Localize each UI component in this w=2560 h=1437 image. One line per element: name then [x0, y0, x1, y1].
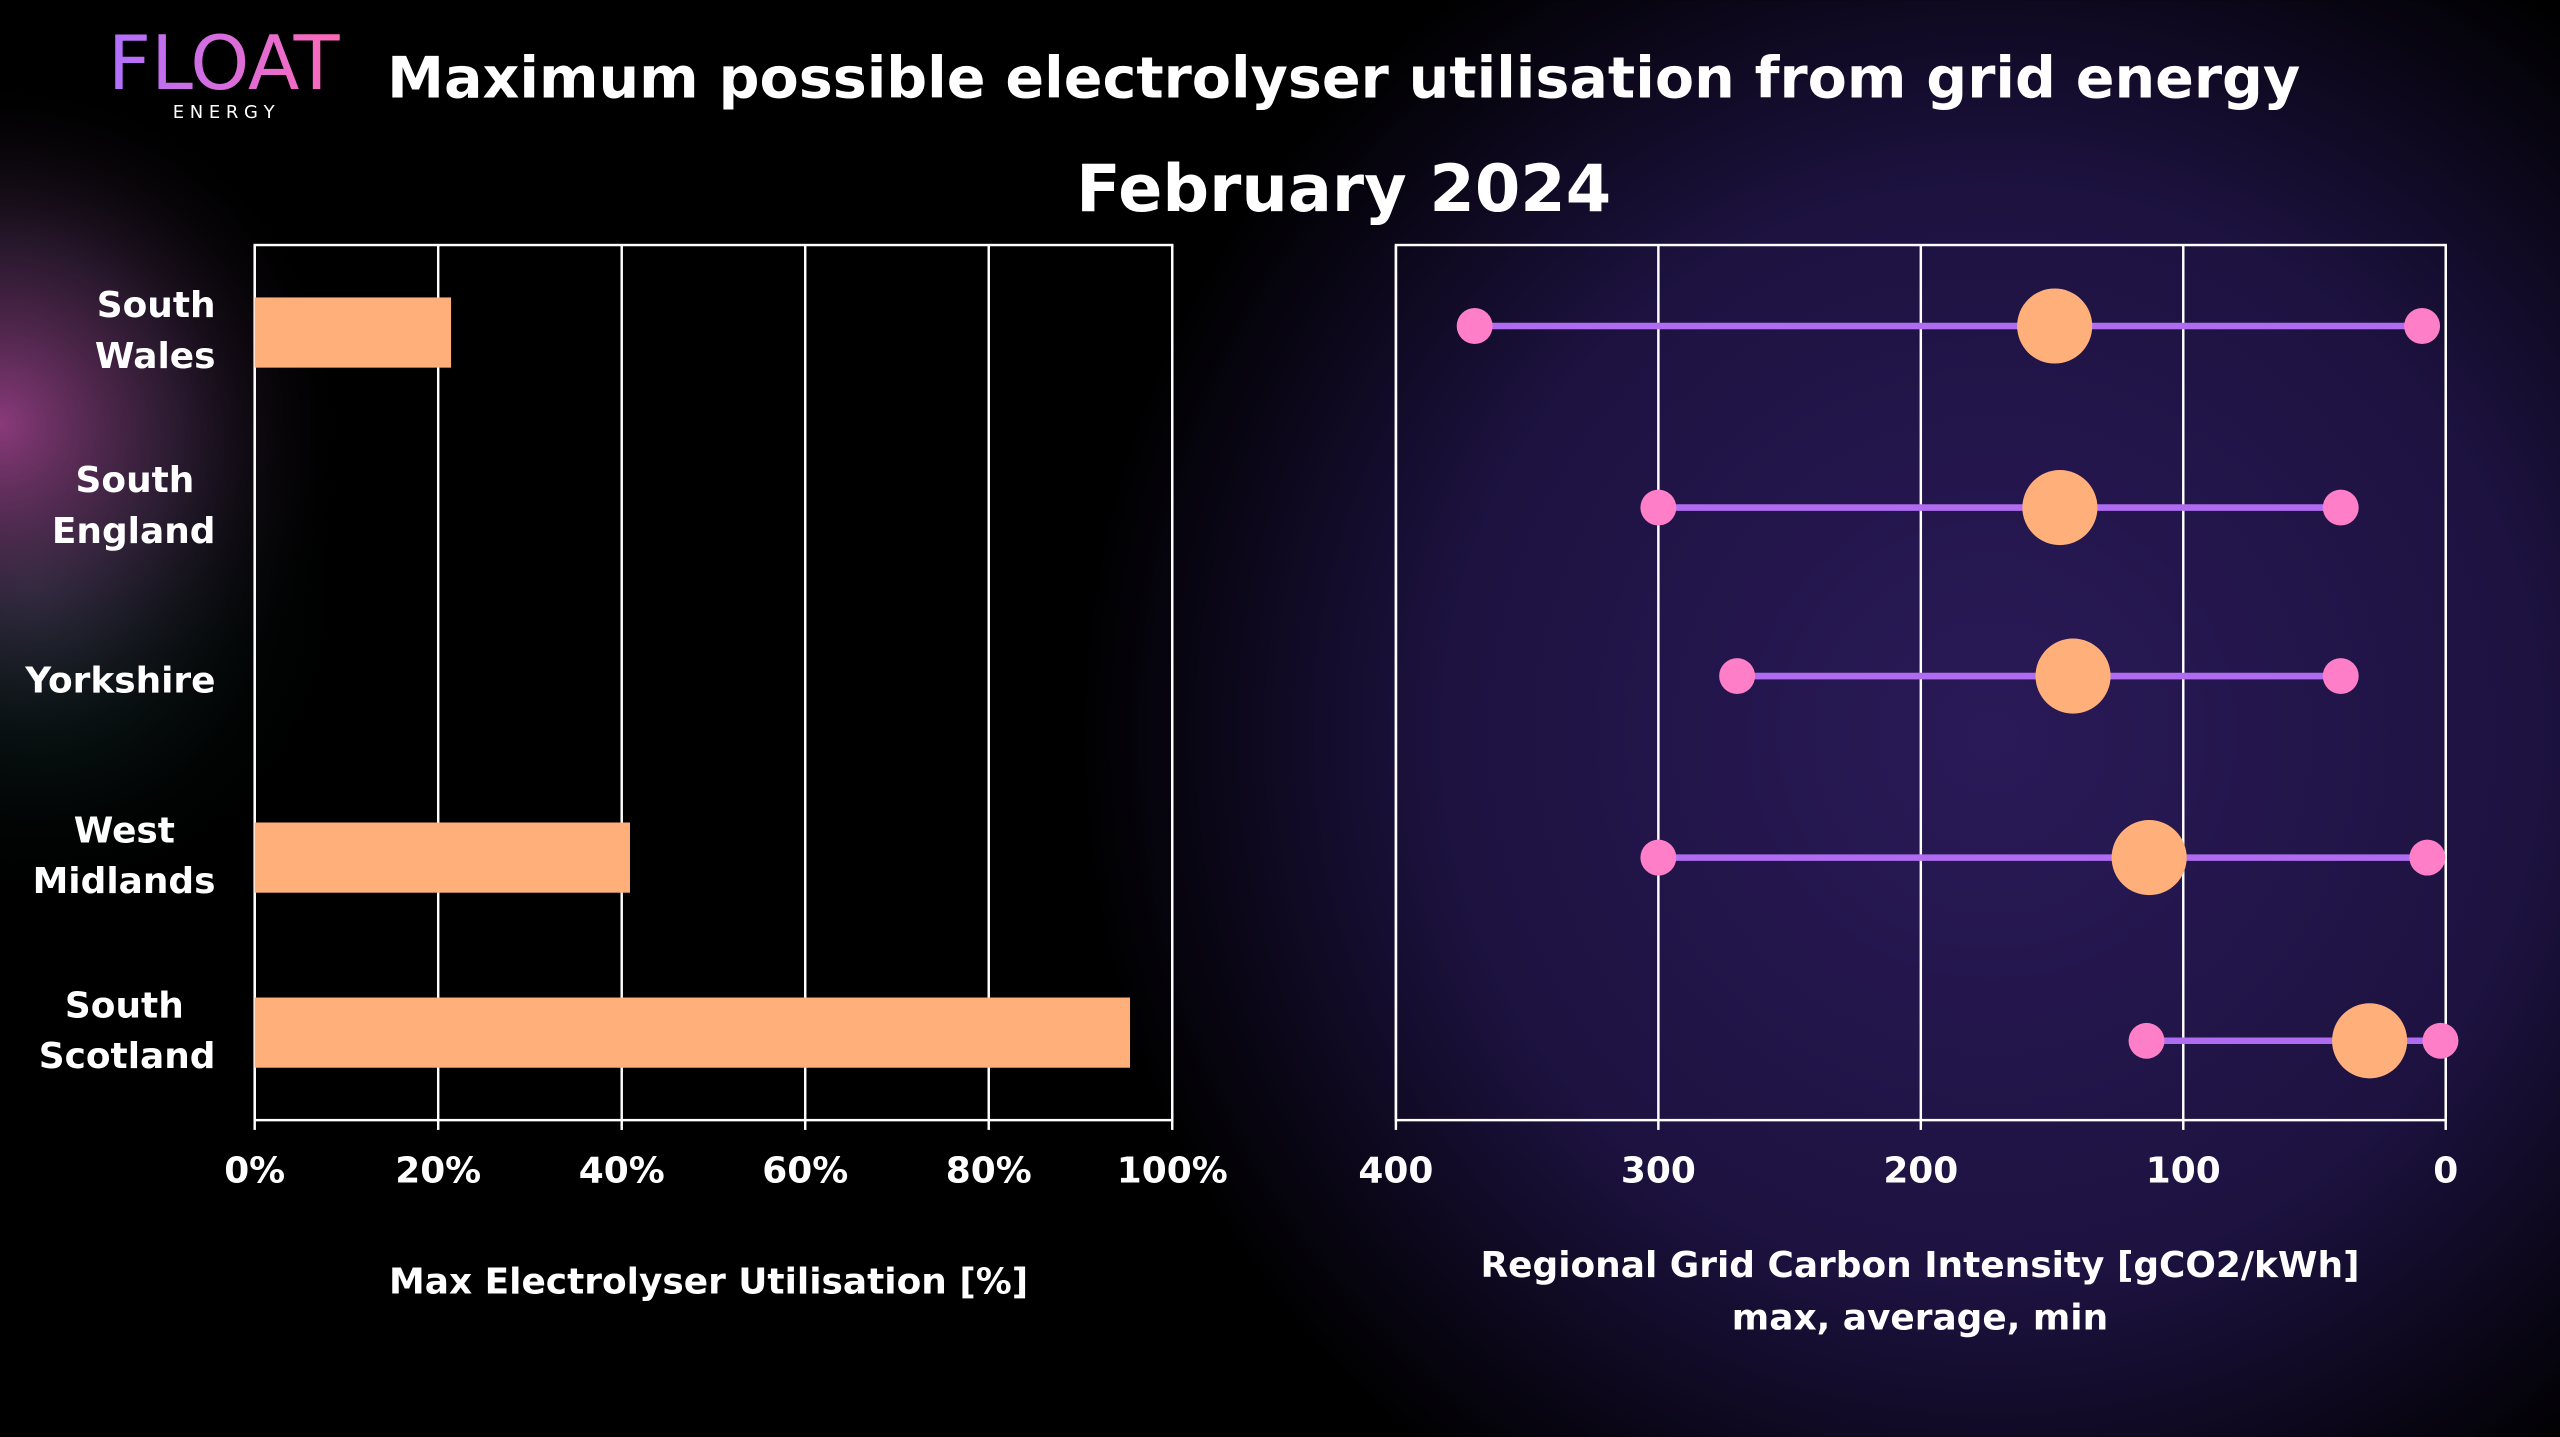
y-tick-label: South Wales: [95, 285, 228, 377]
max-dot: [1640, 489, 1677, 526]
logo: FLOAT: [108, 19, 341, 107]
x-axis-label: Max Electrolyser Utilisation [%]: [389, 1261, 1028, 1302]
min-dot: [2409, 839, 2446, 876]
min-dot: [2322, 658, 2359, 695]
bar: [254, 997, 1131, 1068]
x-tick-label: 100: [2146, 1150, 2221, 1191]
x-axis-label: Regional Grid Carbon Intensity [gCO2/kWh…: [1481, 1245, 2360, 1286]
x-tick-label: 20%: [395, 1150, 481, 1191]
min-dot: [2404, 308, 2441, 344]
average-dot: [2111, 820, 2187, 896]
y-tick-label: South England: [52, 460, 216, 552]
y-tick-label: West Midlands: [33, 810, 216, 902]
bar: [254, 822, 630, 893]
chart-title: Maximum possible electrolyser utilisatio…: [387, 45, 2300, 111]
average-dot: [2022, 470, 2098, 546]
x-tick-label: 0%: [224, 1150, 285, 1191]
x-tick-label: 200: [1883, 1150, 1958, 1191]
x-tick-label: 0: [2433, 1150, 2458, 1191]
average-dot: [2035, 638, 2111, 714]
min-dot: [2322, 489, 2359, 526]
y-tick-label: Yorkshire: [24, 661, 215, 702]
background-glow: [0, 0, 654, 1437]
x-tick-label: 400: [1358, 1150, 1433, 1191]
x-tick-label: 40%: [579, 1150, 665, 1191]
bar: [254, 297, 452, 368]
chart-subtitle: February 2024: [1076, 151, 1611, 227]
average-dot: [2332, 1003, 2408, 1079]
x-tick-label: 60%: [762, 1150, 848, 1191]
x-tick-label: 100%: [1117, 1150, 1228, 1191]
y-tick-label: South Scotland: [39, 985, 216, 1077]
max-dot: [1456, 308, 1493, 344]
x-axis-note: max, average, min: [1732, 1297, 2108, 1338]
logo-sub: E N E R G Y: [173, 102, 275, 123]
average-dot: [2017, 288, 2093, 364]
x-tick-label: 300: [1621, 1150, 1696, 1191]
plot-area: [253, 243, 1174, 1122]
max-dot: [2128, 1022, 2165, 1059]
x-tick-label: 80%: [946, 1150, 1032, 1191]
max-dot: [1719, 658, 1756, 695]
max-dot: [1640, 839, 1677, 876]
min-dot: [2422, 1022, 2459, 1059]
